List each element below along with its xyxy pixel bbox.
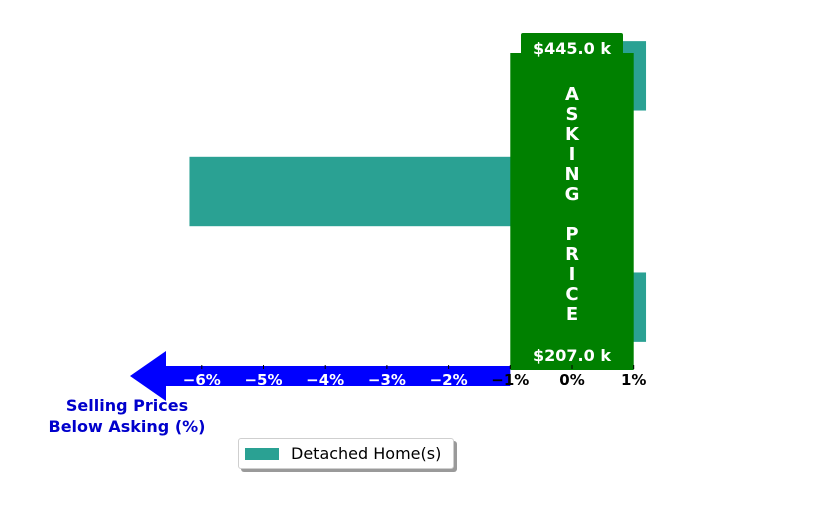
legend-swatch-detached-homes (245, 448, 279, 460)
asking-price-bottom-box (521, 340, 623, 368)
x-tick-label-0: 0% (559, 371, 584, 389)
x-tick-label--5: −5% (244, 371, 282, 389)
asking-price-bottom-value: $207.0 k (533, 346, 611, 365)
asking-price-top-value: $445.0 k (533, 39, 611, 58)
x-axis: −6% −5% −4% −3% −2% −1% 0% 1% Selling Prices Belo… (49, 351, 646, 436)
legend-label-detached-homes: Detached Home(s) (291, 444, 442, 463)
asking-price-top-box (521, 33, 623, 61)
x-axis-label: Selling Prices Below Asking (%) (49, 396, 206, 436)
x-tick-label--3: −3% (368, 371, 406, 389)
x-tick-label--4: −4% (306, 371, 344, 389)
asking-price-rect (510, 53, 634, 370)
bar-1 (189, 156, 572, 227)
legend: Detached Home(s) (238, 438, 454, 469)
x-tick-label-1: 1% (621, 371, 646, 389)
x-tick-label--2: −2% (430, 371, 468, 389)
x-tick-label--1: −1% (491, 371, 529, 389)
bars-layer (189, 41, 647, 342)
x-tick-label--6: −6% (183, 371, 221, 389)
below-asking-arrow (130, 351, 511, 401)
